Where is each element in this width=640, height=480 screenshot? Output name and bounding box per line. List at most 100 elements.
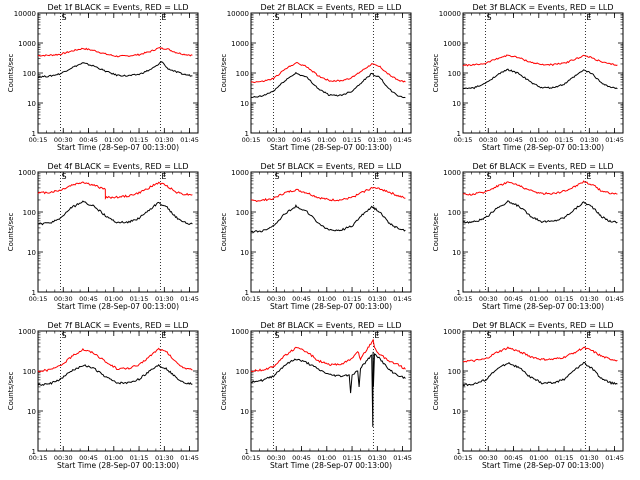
end-marker-label: E bbox=[374, 172, 379, 181]
x-tick-label: 01:15 bbox=[343, 295, 362, 303]
x-tick-label: 01:45 bbox=[393, 136, 412, 144]
y-tick-label: 1000 bbox=[443, 40, 461, 48]
chart-panel-8: Det 8f BLACK = Events, RED = LLD 1 10 100 10… bbox=[220, 321, 412, 470]
y-tick-label: 1 bbox=[32, 448, 36, 456]
y-tick-label: 1 bbox=[245, 289, 249, 297]
x-axis-label: Start Time (28-Sep-07 00:13:00) bbox=[57, 302, 179, 311]
y-axis-label: Counts/sec bbox=[7, 54, 15, 93]
y-tick-label: 10 bbox=[452, 100, 461, 108]
x-tick-label: 01:00 bbox=[529, 454, 548, 462]
x-tick-label: 01:00 bbox=[104, 295, 123, 303]
x-tick-label: 01:45 bbox=[393, 454, 412, 462]
x-tick-label: 00:30 bbox=[479, 454, 498, 462]
y-tick-label: 10 bbox=[27, 408, 36, 416]
x-tick-label: 01:15 bbox=[555, 454, 574, 462]
x-tick-label: 01:30 bbox=[368, 136, 387, 144]
x-tick-label: 01:15 bbox=[343, 454, 362, 462]
y-tick-label: 10000 bbox=[227, 10, 249, 18]
chart-panel-6: Det 6f BLACK = Events, RED = LLD 1 10 100 10… bbox=[432, 162, 624, 311]
y-tick-label: 1000 bbox=[231, 328, 249, 336]
x-axis-label: Start Time (28-Sep-07 00:13:00) bbox=[482, 143, 604, 152]
series-lld-line bbox=[250, 186, 406, 203]
chart-title: Det 3f BLACK = Events, RED = LLD bbox=[472, 3, 613, 12]
end-marker-label: E bbox=[374, 331, 379, 340]
x-tick-label: 01:00 bbox=[317, 295, 336, 303]
x-tick-label: 01:45 bbox=[180, 454, 199, 462]
x-axis-label: Start Time (28-Sep-07 00:13:00) bbox=[57, 143, 179, 152]
x-tick-label: 00:45 bbox=[292, 136, 311, 144]
x-tick-label: 01:30 bbox=[580, 295, 599, 303]
y-tick-label: 10 bbox=[240, 408, 249, 416]
x-tick-label: 00:45 bbox=[79, 454, 98, 462]
x-tick-label: 00:45 bbox=[504, 454, 523, 462]
x-tick-label: 00:15 bbox=[242, 454, 261, 462]
y-axis-label: Counts/sec bbox=[432, 213, 440, 252]
series-lld-line bbox=[462, 346, 618, 363]
y-tick-label: 1 bbox=[32, 130, 36, 138]
x-tick-label: 01:30 bbox=[155, 136, 174, 144]
x-tick-label: 01:30 bbox=[155, 454, 174, 462]
series-events-line bbox=[37, 61, 193, 78]
series-events-line bbox=[37, 200, 193, 226]
x-tick-label: 01:45 bbox=[180, 295, 199, 303]
y-tick-label: 1000 bbox=[18, 40, 36, 48]
y-tick-label: 10 bbox=[27, 249, 36, 257]
y-axis-label: Counts/sec bbox=[7, 213, 15, 252]
chart-title: Det 5f BLACK = Events, RED = LLD bbox=[260, 162, 401, 171]
x-tick-label: 00:15 bbox=[242, 295, 261, 303]
y-tick-label: 100 bbox=[23, 209, 36, 217]
x-tick-label: 00:15 bbox=[29, 295, 48, 303]
y-tick-label: 1 bbox=[245, 448, 249, 456]
plot-frame bbox=[37, 330, 199, 452]
y-tick-label: 10 bbox=[240, 100, 249, 108]
y-axis-label: Counts/sec bbox=[220, 213, 228, 252]
series-lld-line bbox=[37, 181, 193, 200]
y-tick-label: 1 bbox=[245, 130, 249, 138]
y-tick-label: 10 bbox=[27, 100, 36, 108]
chart-title: Det 9f BLACK = Events, RED = LLD bbox=[472, 321, 613, 330]
start-marker-label: S bbox=[274, 331, 279, 340]
x-tick-label: 00:30 bbox=[267, 295, 286, 303]
start-marker-label: S bbox=[61, 13, 66, 22]
end-marker-label: E bbox=[161, 13, 166, 22]
x-tick-label: 00:30 bbox=[267, 454, 286, 462]
x-tick-label: 00:45 bbox=[79, 295, 98, 303]
x-tick-label: 00:15 bbox=[29, 136, 48, 144]
start-marker-label: S bbox=[486, 172, 491, 181]
series-events-line bbox=[462, 200, 618, 224]
x-tick-label: 00:45 bbox=[292, 454, 311, 462]
x-tick-label: 00:45 bbox=[79, 136, 98, 144]
series-events-line bbox=[462, 361, 618, 387]
x-tick-label: 01:15 bbox=[555, 295, 574, 303]
y-tick-label: 1 bbox=[32, 289, 36, 297]
series-lld-line bbox=[250, 338, 406, 373]
y-tick-label: 10 bbox=[240, 249, 249, 257]
y-tick-label: 1000 bbox=[231, 40, 249, 48]
y-tick-label: 100 bbox=[23, 70, 36, 78]
x-axis-label: Start Time (28-Sep-07 00:13:00) bbox=[270, 302, 392, 311]
y-tick-label: 1000 bbox=[443, 169, 461, 177]
start-marker-label: S bbox=[274, 172, 279, 181]
chart-panel-2: Det 2f BLACK = Events, RED = LLD 1 10 100 10… bbox=[220, 3, 412, 152]
x-tick-label: 00:30 bbox=[54, 454, 73, 462]
x-tick-label: 01:00 bbox=[529, 295, 548, 303]
y-axis-label: Counts/sec bbox=[220, 54, 228, 93]
y-tick-label: 1000 bbox=[18, 169, 36, 177]
plot-frame bbox=[250, 171, 412, 293]
y-tick-label: 100 bbox=[236, 368, 249, 376]
x-axis-label: Start Time (28-Sep-07 00:13:00) bbox=[270, 461, 392, 470]
chart-panel-9: Det 9f BLACK = Events, RED = LLD 1 10 100 10… bbox=[432, 321, 624, 470]
x-tick-label: 00:15 bbox=[454, 454, 473, 462]
end-marker-label: E bbox=[586, 13, 591, 22]
chart-title: Det 2f BLACK = Events, RED = LLD bbox=[260, 3, 401, 12]
x-tick-label: 01:45 bbox=[605, 295, 624, 303]
x-tick-label: 01:00 bbox=[317, 454, 336, 462]
y-tick-label: 1 bbox=[457, 448, 461, 456]
series-events-line bbox=[250, 71, 406, 99]
y-tick-label: 100 bbox=[236, 70, 249, 78]
x-tick-label: 01:00 bbox=[104, 136, 123, 144]
series-lld-line bbox=[462, 180, 618, 196]
y-tick-label: 1000 bbox=[443, 328, 461, 336]
chart-title: Det 1f BLACK = Events, RED = LLD bbox=[47, 3, 188, 12]
end-marker-label: E bbox=[586, 331, 591, 340]
